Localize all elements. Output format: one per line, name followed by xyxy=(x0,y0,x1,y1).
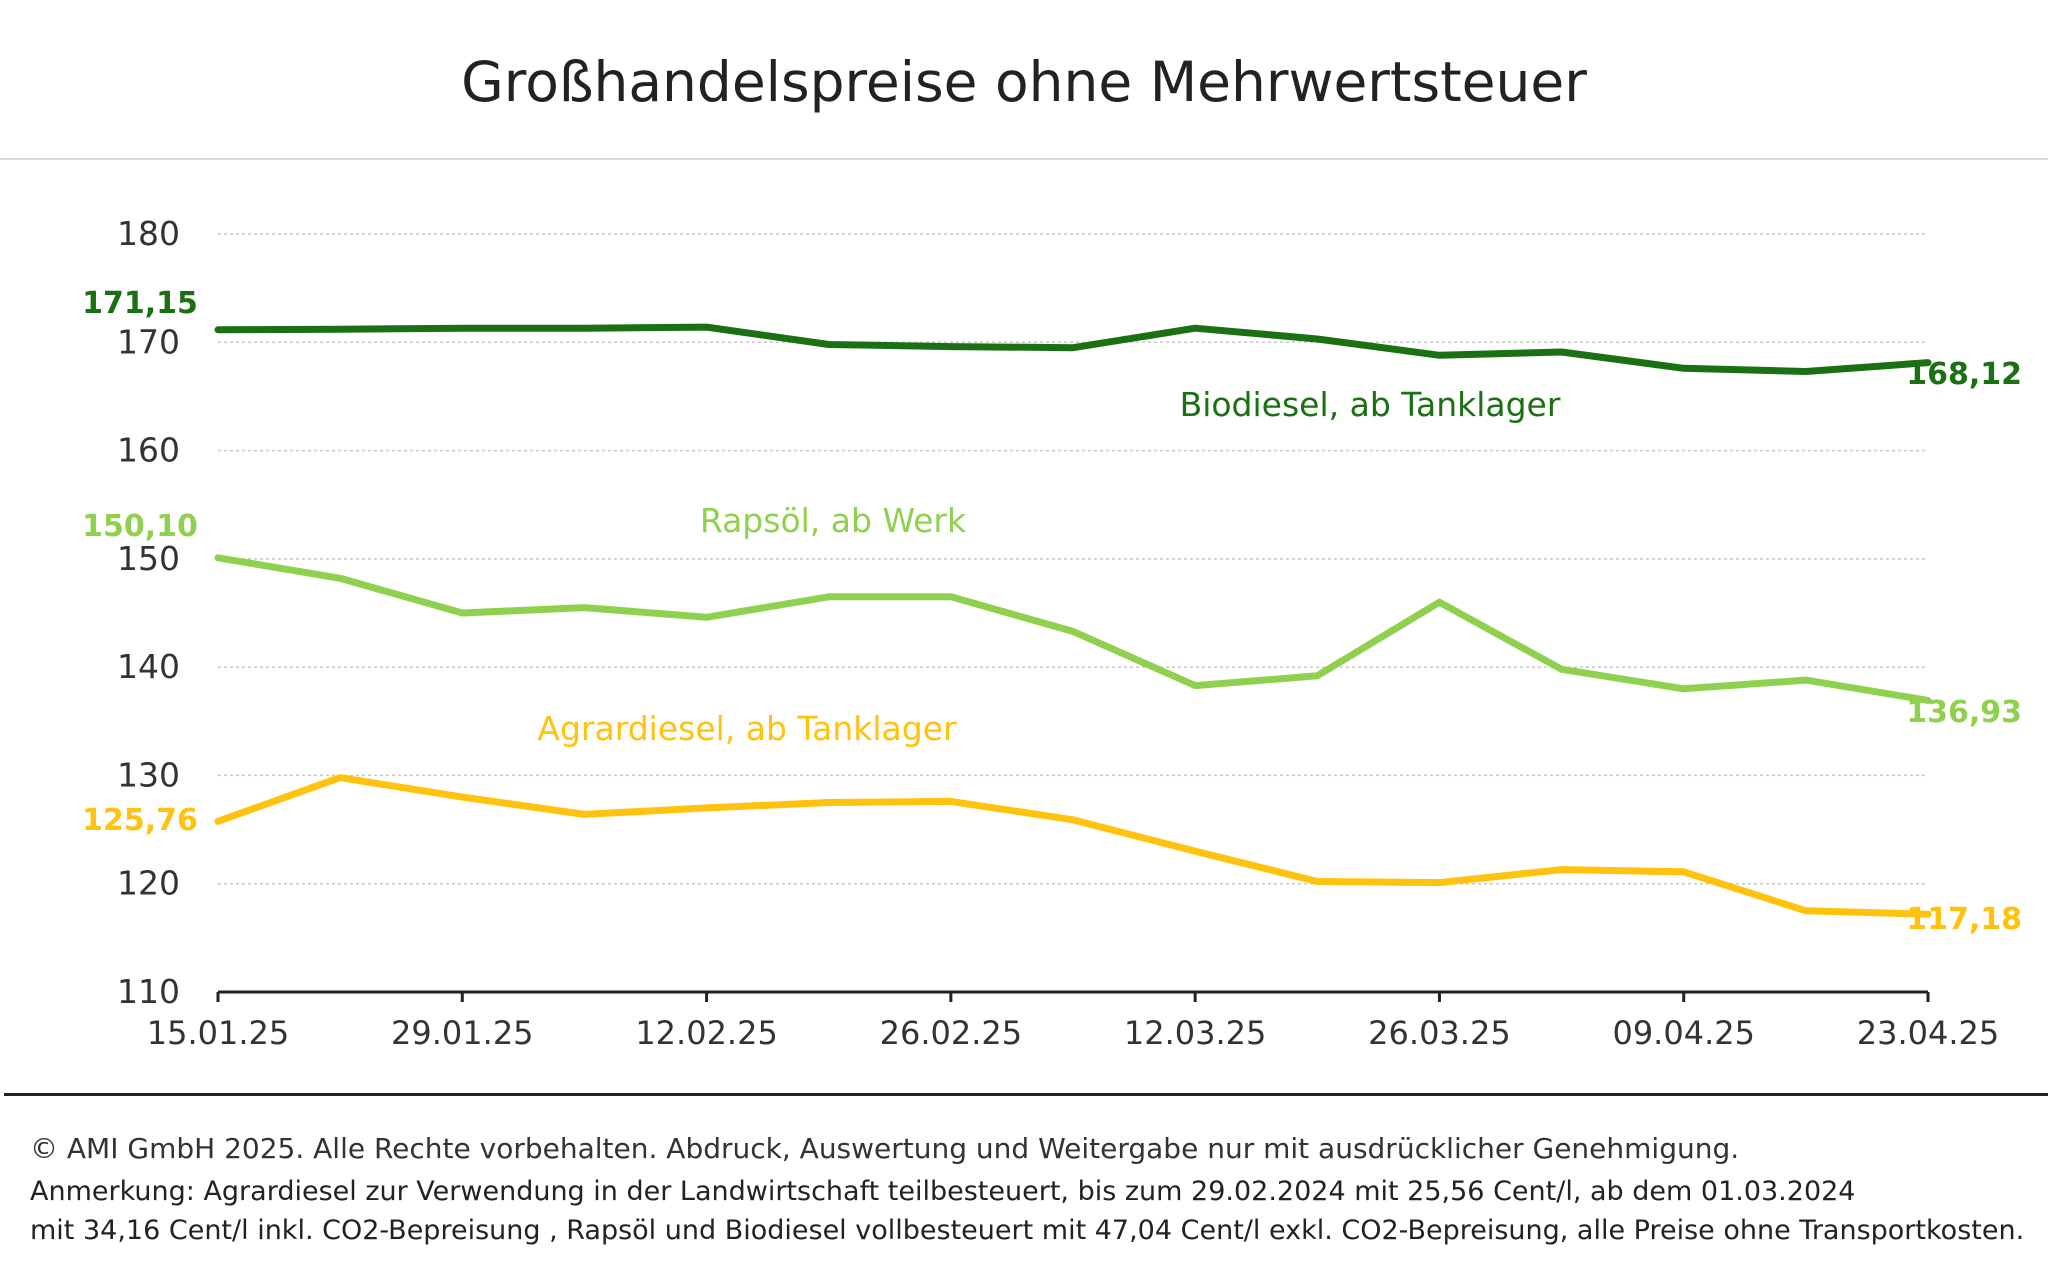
data-point xyxy=(583,327,586,330)
data-point xyxy=(1438,354,1441,357)
data-point xyxy=(1804,909,1807,912)
data-point xyxy=(827,595,830,598)
data-point xyxy=(705,326,708,329)
data-point xyxy=(1072,818,1074,821)
x-tick-label: 26.03.25 xyxy=(1368,1014,1511,1052)
series-name-label: Agrardiesel, ab Tanklager xyxy=(537,709,957,748)
start-value-label: 171,15 xyxy=(82,286,198,321)
end-value-label: 136,93 xyxy=(1906,695,2022,730)
data-point xyxy=(827,343,830,346)
x-tick-label: 15.01.25 xyxy=(147,1014,290,1052)
data-point xyxy=(1316,880,1319,883)
y-tick-label: 120 xyxy=(117,864,180,903)
series-name-label: Biodiesel, ab Tanklager xyxy=(1180,385,1561,424)
series-line xyxy=(214,554,1932,704)
footer-divider xyxy=(4,1093,2048,1096)
data-point xyxy=(1804,370,1807,373)
data-point xyxy=(1316,338,1319,341)
data-point xyxy=(1927,913,1929,916)
data-point xyxy=(949,595,952,598)
data-point xyxy=(1072,630,1074,633)
data-point xyxy=(1316,674,1319,677)
data-point xyxy=(1560,868,1563,871)
data-point xyxy=(1682,870,1685,873)
y-tick-label: 140 xyxy=(117,647,180,686)
data-point xyxy=(217,820,219,823)
y-tick-label: 160 xyxy=(117,431,180,470)
data-point xyxy=(1438,881,1441,884)
data-point xyxy=(949,345,952,348)
y-tick-label: 170 xyxy=(117,322,180,361)
end-value-label: 168,12 xyxy=(1906,357,2022,392)
line-chart: 110 120 130 140 150 160 170 180 15.01.25 29.01.25… xyxy=(82,214,2022,1052)
data-point xyxy=(705,806,708,809)
y-tick-label: 150 xyxy=(117,539,180,578)
series-name-label: Rapsöl, ab Werk xyxy=(700,501,967,540)
data-point xyxy=(217,328,219,331)
x-tick-label: 09.04.25 xyxy=(1612,1014,1755,1052)
data-point xyxy=(461,612,464,614)
y-tick-label: 180 xyxy=(117,214,180,253)
data-point xyxy=(339,328,342,331)
x-tick-label: 26.02.25 xyxy=(880,1014,1023,1052)
y-tick-label: 110 xyxy=(117,972,180,1011)
chart-title: Großhandelspreise ohne Mehrwertsteuer xyxy=(461,50,1587,114)
data-point xyxy=(1438,601,1441,604)
data-point xyxy=(705,616,708,619)
data-point xyxy=(1072,346,1074,349)
data-point xyxy=(827,801,830,804)
data-point xyxy=(339,776,342,779)
end-value-label: 117,18 xyxy=(1906,902,2022,937)
data-point xyxy=(1927,361,1929,364)
start-value-label: 150,10 xyxy=(82,509,198,544)
data-point xyxy=(1682,367,1685,370)
data-point xyxy=(339,577,342,580)
series-line xyxy=(214,323,1932,375)
data-point xyxy=(1804,679,1807,682)
title-divider xyxy=(0,158,2048,160)
data-point xyxy=(217,556,219,559)
data-point xyxy=(583,606,586,609)
data-point xyxy=(1194,850,1197,853)
footnote-line-2: mit 34,16 Cent/l inkl. CO2-Bepreisung , … xyxy=(30,1215,2025,1246)
data-point xyxy=(949,800,952,803)
series-line xyxy=(214,774,1932,918)
data-point xyxy=(1194,684,1197,687)
x-tick-label: 12.03.25 xyxy=(1124,1014,1267,1052)
x-tick-label: 23.04.25 xyxy=(1857,1014,2000,1052)
y-tick-label: 130 xyxy=(117,755,180,794)
data-point xyxy=(1560,668,1563,671)
data-point xyxy=(1927,699,1929,702)
x-tick-label: 12.02.25 xyxy=(635,1014,778,1052)
data-point xyxy=(461,327,464,330)
data-point xyxy=(583,813,586,816)
start-value-label: 125,76 xyxy=(82,803,198,838)
data-point xyxy=(461,796,464,799)
x-tick-label: 29.01.25 xyxy=(391,1014,534,1052)
data-point xyxy=(1560,351,1563,354)
data-point xyxy=(1682,687,1685,690)
copyright-text: © AMI GmbH 2025. Alle Rechte vorbehalten… xyxy=(30,1132,1740,1165)
data-point xyxy=(1194,327,1197,330)
footnote-line-1: Anmerkung: Agrardiesel zur Verwendung in… xyxy=(30,1176,1856,1207)
